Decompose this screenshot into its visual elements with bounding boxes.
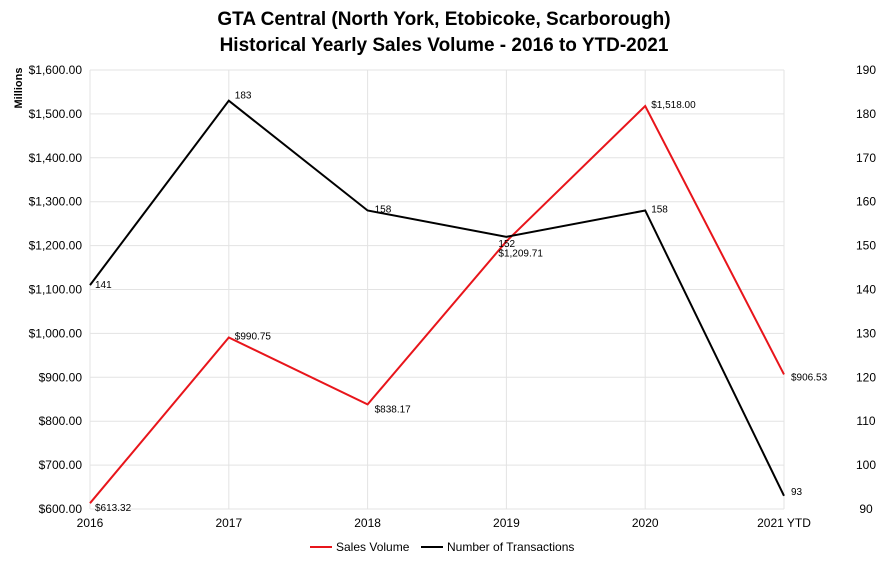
x-tick-label: 2019 <box>493 516 520 530</box>
chart-title: GTA Central (North York, Etobicoke, Scar… <box>217 9 670 30</box>
legend-label: Number of Transactions <box>447 540 574 554</box>
data-label: 183 <box>235 91 252 102</box>
left-axis-ticks: $600.00 $700.00 $800.00 $900.00 $1,000.00 $1,… <box>29 63 83 516</box>
x-tick-label: 2017 <box>215 516 242 530</box>
right-tick-label: 130 <box>856 326 876 340</box>
data-labels: $613.32 $990.75 $838.17 $1,209.71 $1,518.00 $… <box>95 91 828 514</box>
left-tick-label: $1,100.00 <box>29 283 83 297</box>
data-label: $1,518.00 <box>651 100 696 111</box>
right-tick-label: 190 <box>856 63 876 77</box>
left-tick-label: $700.00 <box>39 458 83 472</box>
data-label: 141 <box>95 280 112 291</box>
right-tick-label: 160 <box>856 195 876 209</box>
data-label: 152 <box>498 239 515 250</box>
legend-label: Sales Volume <box>336 540 410 554</box>
left-tick-label: $1,300.00 <box>29 195 83 209</box>
x-tick-label: 2016 <box>77 516 104 530</box>
right-axis-ticks: 90 100 110 120 130 140 150 160 170 180 190 <box>856 63 876 516</box>
right-tick-label: 120 <box>856 370 876 384</box>
series-line <box>89 104 785 504</box>
left-tick-label: $1,200.00 <box>29 239 83 253</box>
left-tick-label: $600.00 <box>39 502 83 516</box>
series-lines <box>89 99 785 504</box>
right-tick-label: 170 <box>856 151 876 165</box>
left-tick-label: $900.00 <box>39 370 83 384</box>
legend: Sales Volume Number of Transactions <box>310 540 574 554</box>
data-label: $838.17 <box>375 404 412 415</box>
right-tick-label: 140 <box>856 283 876 297</box>
left-tick-label: $800.00 <box>39 414 83 428</box>
data-label: $990.75 <box>235 331 272 342</box>
right-tick-label: 90 <box>859 502 873 516</box>
right-tick-label: 150 <box>856 239 876 253</box>
left-tick-label: $1,600.00 <box>29 63 83 77</box>
series-line <box>89 99 785 497</box>
right-tick-label: 100 <box>856 458 876 472</box>
chart-subtitle: Historical Yearly Sales Volume - 2016 to… <box>220 35 669 56</box>
data-label: 93 <box>791 487 803 498</box>
data-label: $906.53 <box>791 372 828 383</box>
left-tick-label: $1,000.00 <box>29 326 83 340</box>
right-tick-label: 110 <box>856 414 875 428</box>
x-axis-ticks: 2016 2017 2018 2019 2020 2021 YTD <box>77 516 812 530</box>
x-tick-label: 2021 YTD <box>757 516 811 530</box>
data-label: 158 <box>375 204 392 215</box>
right-tick-label: 180 <box>856 107 876 121</box>
data-label: 158 <box>651 204 668 215</box>
data-label: $613.32 <box>95 503 132 514</box>
left-tick-label: $1,500.00 <box>29 107 83 121</box>
gridlines <box>89 69 785 510</box>
data-label: $1,209.71 <box>498 248 543 259</box>
y-axis-label: Millions <box>13 68 25 109</box>
x-tick-label: 2018 <box>354 516 381 530</box>
left-tick-label: $1,400.00 <box>29 151 83 165</box>
x-tick-label: 2020 <box>632 516 659 530</box>
